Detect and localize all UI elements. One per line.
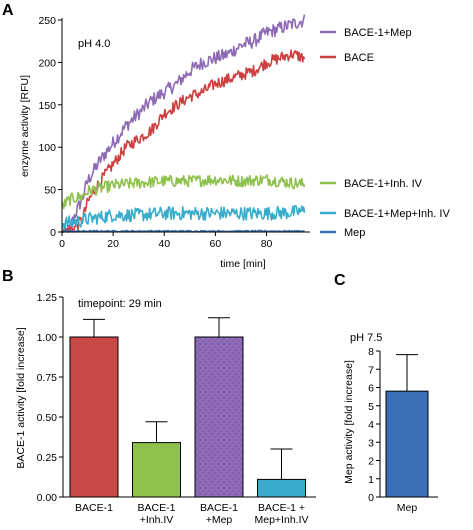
panel-a-annotation: pH 4.0 <box>78 38 110 50</box>
panel-b-letter: B <box>2 268 14 285</box>
panel-c: C Mep activity [fold increase] pH 7.5 Me… <box>334 272 438 514</box>
panel-b-y-axis-label: BACE-1 activity [fold increase] <box>15 327 27 468</box>
panel-a-x-tick-label: 80 <box>261 238 273 250</box>
panel-c-y-tick-label: 0 <box>368 492 374 504</box>
panel-a-legend-label: BACE-1+Mep+Inh. IV <box>344 208 450 220</box>
panel-a-legend-label: Mep <box>344 227 365 239</box>
panel-a-axes: 0 50 100 150 200 250 0 20 40 60 80 <box>38 15 310 250</box>
panel-a-series-line <box>61 14 306 233</box>
panel-c-y-tick-label: 3 <box>368 437 374 449</box>
panel-b-category-label: +Inh.IV <box>140 514 174 526</box>
panel-a-x-axis-label: time [min] <box>220 258 266 270</box>
panel-c-annotation: pH 7.5 <box>350 332 382 344</box>
panel-a-y-tick-label: 150 <box>38 100 56 112</box>
panel-a-legend-label: BACE-1+Inh. IV <box>344 178 423 190</box>
panel-b-category-label: +Mep <box>206 514 233 526</box>
panel-c-y-axis-label: Mep activity [fold increase] <box>343 360 355 484</box>
panel-c-y-tick-label: 2 <box>368 456 374 468</box>
panel-b-bar <box>257 478 306 498</box>
panel-c-bars <box>385 354 429 498</box>
panel-a-legend-label: BACE <box>344 52 374 64</box>
panel-c-bar <box>385 390 429 498</box>
panel-b-bars <box>69 317 306 498</box>
panel-c-y-tick-label: 5 <box>368 401 374 413</box>
panel-b-bar <box>69 336 119 498</box>
panel-a-x-tick-label: 60 <box>210 238 222 250</box>
panel-a-y-tick-label: 50 <box>44 185 56 197</box>
panel-c-axes: Mep 0 1 2 3 4 5 6 7 8 <box>368 346 438 514</box>
panel-a: A enzyme activity [RFU] time [min] pH 4.… <box>2 2 450 270</box>
panel-a-y-tick-label: 100 <box>38 142 56 154</box>
panel-c-category-label: Mep <box>397 502 418 514</box>
panel-b-bar <box>194 336 244 498</box>
panel-b-category-label: Mep+Inh.IV <box>255 514 309 526</box>
panel-a-legend-label: BACE-1+Mep <box>344 27 412 39</box>
panel-a-legend: BACE-1+Mep BACE BACE-1+Inh. IV BACE-1+Mep+I… <box>320 27 450 239</box>
panel-a-y-axis-label: enzyme activity [RFU] <box>19 75 31 177</box>
panel-a-x-tick-label: 40 <box>158 238 170 250</box>
panel-b-y-tick-label: 1.25 <box>37 292 58 304</box>
panel-c-y-tick-label: 4 <box>368 419 374 431</box>
panel-b-category-label: BACE-1 <box>138 502 176 514</box>
panel-c-y-tick-label: 7 <box>368 364 374 376</box>
panel-c-letter: C <box>334 272 346 289</box>
panel-a-series-line <box>61 174 306 210</box>
panel-a-y-tick-label: 200 <box>38 57 56 69</box>
panel-b-y-tick-label: 0.75 <box>37 372 58 384</box>
panel-b-y-tick-label: 0.25 <box>37 452 58 464</box>
panel-a-x-tick-label: 0 <box>59 238 65 250</box>
panel-b-annotation: timepoint: 29 min <box>78 298 162 310</box>
panel-a-y-tick-label: 0 <box>50 227 56 239</box>
panel-a-letter: A <box>2 2 14 19</box>
panel-b-category-label: BACE-1 <box>75 502 113 514</box>
panel-c-y-tick-label: 1 <box>368 474 374 486</box>
panel-c-y-tick-label: 6 <box>368 383 374 395</box>
panel-b-y-tick-label: 1.00 <box>37 332 58 344</box>
panel-a-series-line <box>61 205 306 231</box>
panel-c-y-tick-label: 8 <box>368 346 374 358</box>
panel-b-bar <box>132 442 181 498</box>
panel-a-y-tick-label: 250 <box>38 15 56 27</box>
panel-b-category-label: BACE-1 + <box>258 502 305 514</box>
panel-a-series-line <box>62 49 306 233</box>
panel-b: B BACE-1 activity [fold increase] timepo… <box>2 268 316 526</box>
panel-a-x-tick-label: 20 <box>107 238 119 250</box>
panel-b-y-tick-label: 0.00 <box>37 492 58 504</box>
panel-b-y-tick-label: 0.50 <box>37 412 58 424</box>
panel-b-category-label: BACE-1 <box>200 502 238 514</box>
